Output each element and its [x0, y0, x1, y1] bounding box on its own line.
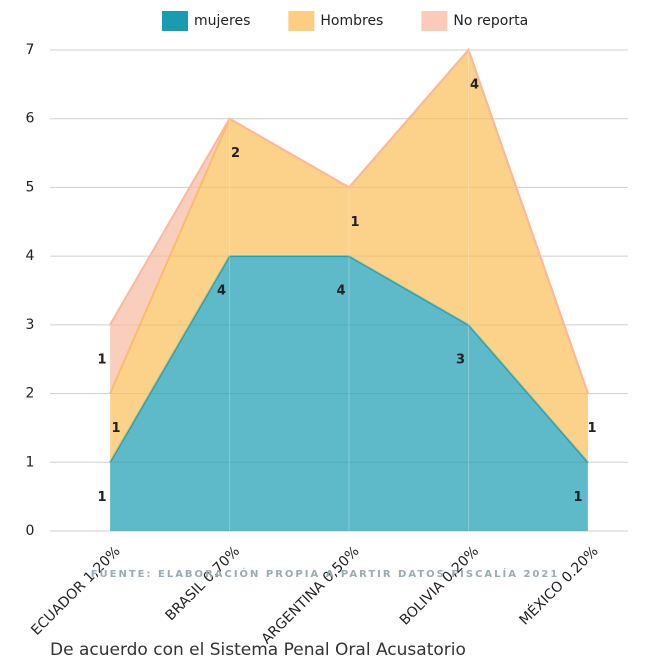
- plot: 0 1 2 3 4 5 6 7 1 4 4 3 1 1 2 1 4 1 1 ECUADOR 1,20% BRASIL 0…: [26, 11, 628, 647]
- data-label: 1: [97, 490, 106, 505]
- data-label: 2: [231, 146, 240, 161]
- area-line: [109, 48, 589, 394]
- y-tick-label: 5: [26, 179, 35, 195]
- y-tick-label: 6: [26, 111, 35, 127]
- x-tick-label: BOLIVIA 0,20%: [397, 543, 482, 628]
- legend-swatch: [288, 11, 315, 31]
- x-tick-label: ECUADOR 1,20%: [28, 543, 123, 638]
- data-label: 1: [587, 421, 596, 436]
- x-tick-label: MÉXICO 0.20%: [516, 543, 602, 629]
- y-tick-label: 4: [26, 248, 35, 264]
- x-tick-label: ARGENTINA 0,50%: [259, 543, 363, 647]
- source-note: FUENTE: ELABORACIÓN PROPIA A PARTIR DATO…: [91, 567, 560, 580]
- legend-label: Hombres: [320, 13, 383, 29]
- data-label: 1: [111, 421, 120, 436]
- y-tick-label: 2: [26, 386, 35, 402]
- data-label: 4: [336, 284, 345, 299]
- data-label: 1: [573, 490, 582, 505]
- data-label: 1: [97, 352, 106, 367]
- legend-swatch: [421, 11, 448, 31]
- legend-label: mujeres: [194, 13, 250, 29]
- x-tick-label: BRASIL 0,70%: [162, 543, 243, 624]
- caption: De acuerdo con el Sistema Penal Oral Acu…: [50, 640, 466, 656]
- y-tick-label: 3: [26, 317, 35, 333]
- y-tick-label: 1: [26, 454, 35, 470]
- legend-label: No reporta: [453, 13, 528, 29]
- legend-swatch: [162, 11, 188, 31]
- data-label: 3: [456, 352, 465, 367]
- y-tick-label: 7: [26, 42, 35, 58]
- data-label: 4: [470, 78, 479, 93]
- y-tick-label: 0: [26, 523, 35, 539]
- data-label: 1: [350, 215, 359, 230]
- area: [110, 50, 588, 463]
- data-label: 4: [217, 284, 226, 299]
